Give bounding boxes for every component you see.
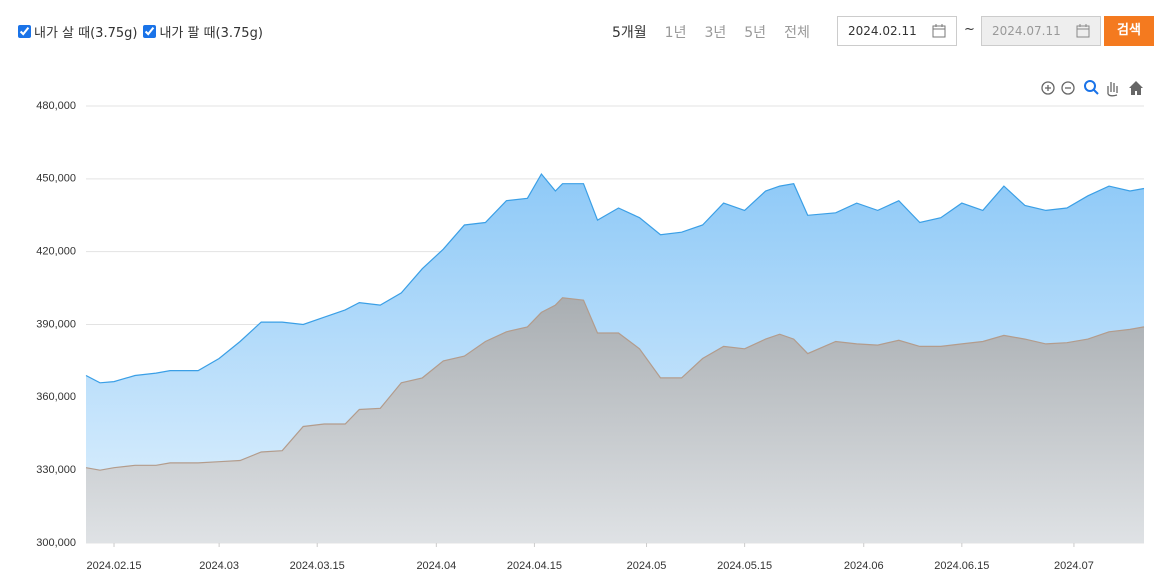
calendar-icon xyxy=(1076,24,1090,38)
checkbox[interactable] xyxy=(143,25,157,38)
x-tick-label: 2024.05.15 xyxy=(717,560,772,572)
line xyxy=(85,297,1145,471)
y-tick-label: 390,000 xyxy=(36,318,76,330)
period-tab[interactable]: 1년 xyxy=(664,25,687,41)
zoom-select[interactable] xyxy=(1084,80,1099,95)
start-date-input[interactable]: 2024.02.11 xyxy=(837,16,957,46)
y-tick-label: 450,000 xyxy=(36,173,76,185)
period-tab[interactable]: 5년 xyxy=(744,25,767,41)
x-tick-label: 2024.05 xyxy=(627,560,667,572)
date-separator: ~ xyxy=(964,22,975,37)
legend-label: 내가 살 때(3.75g) xyxy=(34,26,138,41)
period-tab[interactable]: 5개월 xyxy=(612,25,647,41)
y-tick-label: 420,000 xyxy=(36,246,76,258)
x-tick-label: 2024.04.15 xyxy=(507,560,562,572)
search-button[interactable]: 검색 xyxy=(1104,16,1154,46)
zoom-in[interactable] xyxy=(1041,81,1055,95)
legend-label: 내가 팔 때(3.75g) xyxy=(159,26,263,41)
toolbar xyxy=(1041,80,1143,97)
calendar-icon xyxy=(932,24,946,38)
x-tick-label: 2024.06 xyxy=(844,560,884,572)
end-date: 2024.07.11 xyxy=(992,24,1061,38)
reset[interactable] xyxy=(1129,81,1143,95)
y-tick-label: 330,000 xyxy=(36,464,76,476)
y-tick-label: 360,000 xyxy=(36,391,76,403)
period-tab[interactable]: 전체 xyxy=(784,25,810,41)
x-tick-label: 2024.03 xyxy=(199,560,239,572)
end-date-input[interactable]: 2024.07.11 xyxy=(981,16,1101,46)
legend-item[interactable]: 내가 살 때(3.75g) xyxy=(18,22,137,41)
x-tick-label: 2024.06.15 xyxy=(934,560,989,572)
plot xyxy=(85,105,1145,544)
legend: 내가 살 때(3.75g) 내가 팔 때(3.75g) xyxy=(18,22,263,41)
y-tick-label: 480,000 xyxy=(36,100,76,112)
checkbox[interactable] xyxy=(18,25,31,38)
area xyxy=(86,297,1144,543)
x-tick-label: 2024.07 xyxy=(1054,560,1094,572)
start-date: 2024.02.11 xyxy=(848,24,917,38)
x-tick-label: 2024.03.15 xyxy=(290,560,345,572)
period-tab[interactable]: 3년 xyxy=(704,25,727,41)
period-tabs: 5개월 1년 3년 5년 전체 xyxy=(612,22,810,42)
x-tick-label: 2024.04 xyxy=(416,560,456,572)
line xyxy=(85,172,1145,384)
legend-item[interactable]: 내가 팔 때(3.75g) xyxy=(143,22,263,41)
zoom-out[interactable] xyxy=(1061,81,1075,95)
pan[interactable] xyxy=(1107,82,1118,97)
y-tick-label: 300,000 xyxy=(36,537,76,549)
x-tick-label: 2024.02.15 xyxy=(86,560,141,572)
